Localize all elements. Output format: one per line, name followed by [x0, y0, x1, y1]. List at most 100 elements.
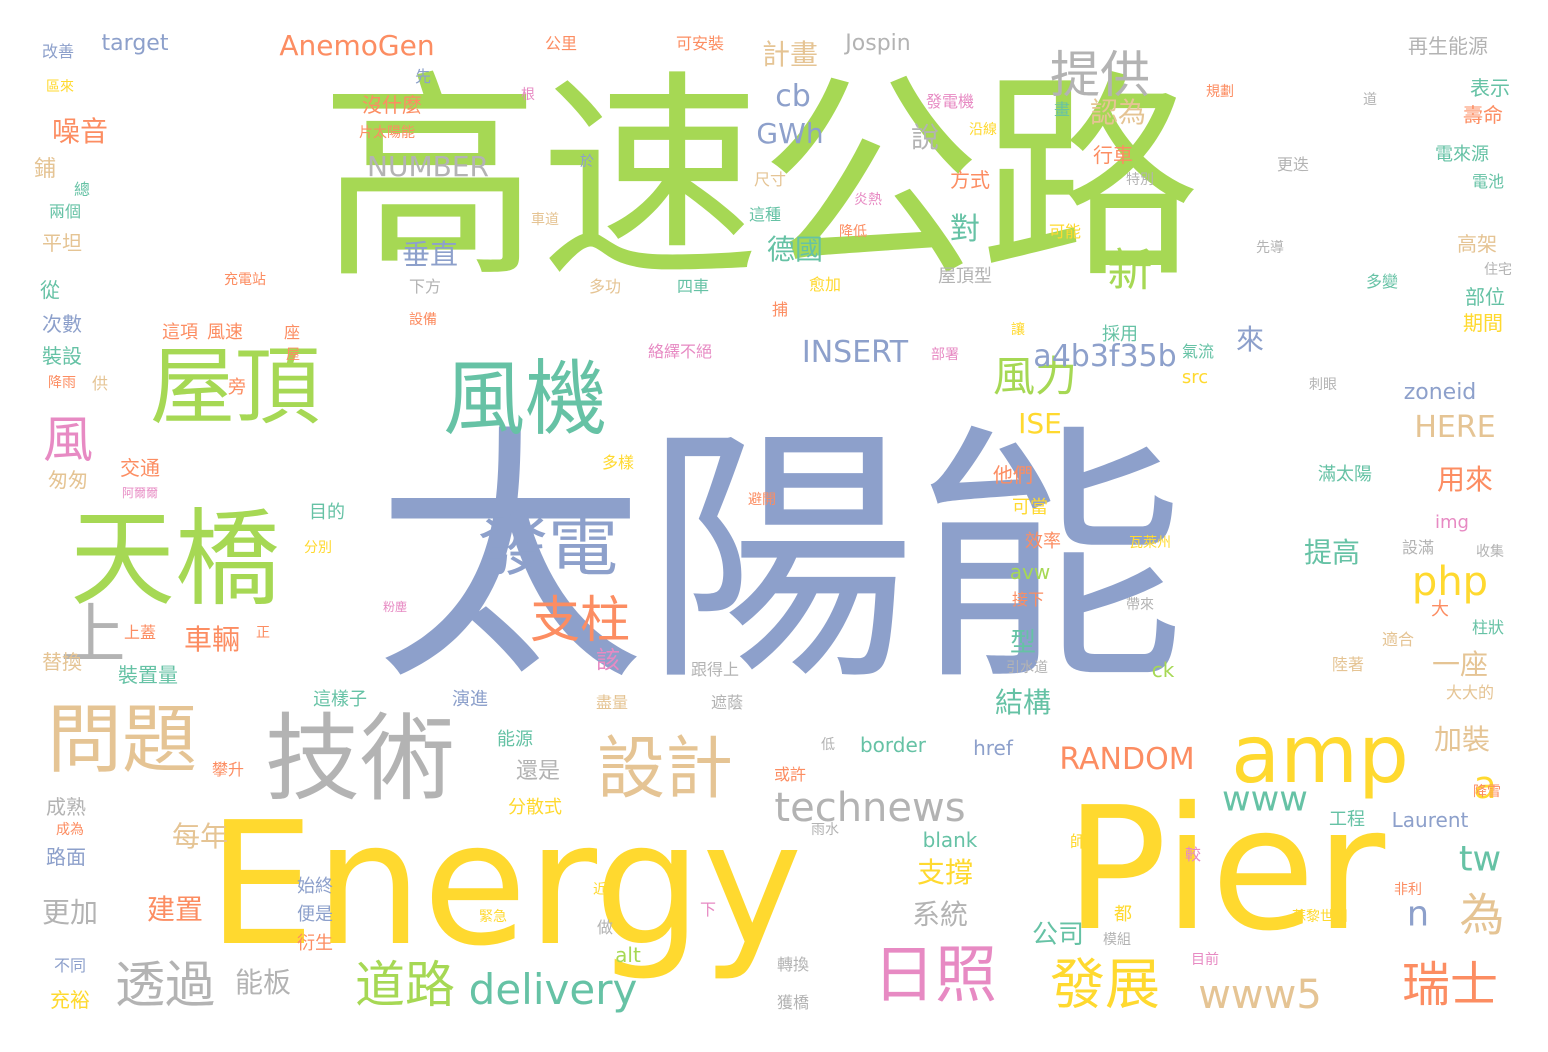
word-gengjia: 更加 [41, 896, 99, 929]
word-fazhan: 發展 [1049, 952, 1161, 1017]
word-genshangde: 跟得上 [690, 660, 740, 679]
word-chedao: 車道 [531, 212, 559, 228]
word-tigao: 提高 [1303, 536, 1361, 569]
word-rizhao: 日照 [872, 938, 998, 1011]
word-ck: ck [1151, 658, 1175, 682]
word-cheliang: 車輛 [183, 623, 241, 656]
word-yansheng: 衍生 [297, 933, 333, 954]
word-dailai: 帶來 [1126, 597, 1154, 613]
word-qijian: 期間 [1463, 311, 1503, 335]
word-shang: 上 [60, 597, 126, 673]
word-gaojia: 高架 [1457, 232, 1497, 256]
word-jiao: 較 [1184, 845, 1202, 864]
word-fengji: 風機 [442, 352, 608, 447]
word-gongsi: 公司 [1031, 920, 1085, 950]
word-fenchen: 粉塵 [382, 600, 408, 614]
word-tebie: 特別 [1126, 172, 1154, 188]
word-dui: 對 [950, 212, 980, 247]
word-jiaotong: 交通 [120, 456, 160, 480]
word-shanggai: 上蓋 [123, 623, 157, 642]
word-shouming: 壽命 [1463, 103, 1503, 127]
word-shouji: 收集 [1476, 544, 1504, 560]
word-duobian: 多變 [1365, 272, 1399, 291]
word-gong: 供 [91, 374, 109, 393]
word-zhuanhuan: 轉換 [776, 955, 810, 974]
word-luoyibujue: 絡繹不絕 [647, 342, 713, 361]
word-nengban: 能板 [234, 966, 292, 999]
word-qiliu: 氣流 [1181, 342, 1215, 361]
word-bianshi: 便是 [297, 904, 333, 925]
word-pingtan: 平坦 [42, 231, 82, 255]
word-n: n [1406, 894, 1430, 935]
word-jianzhi: 建置 [146, 893, 204, 926]
word-gwh: GWh [756, 117, 824, 150]
word-zaishengnengyuan: 再生能源 [1408, 34, 1488, 58]
word-fengsu: 風速 [207, 322, 243, 343]
word-cong: 從 [40, 278, 60, 302]
word-cb: cb [775, 79, 811, 114]
word-yushui: 雨水 [811, 822, 839, 838]
word-siche: 四車 [676, 277, 710, 296]
word-zuo: 做 [596, 918, 614, 937]
word-ciyan: 刺眼 [1309, 377, 1337, 393]
word-yanre: 炎熱 [854, 192, 882, 208]
word-xitong: 系統 [911, 898, 969, 931]
word-yanxian: 沿線 [969, 122, 997, 138]
word-fadian: 發電 [478, 504, 618, 586]
word-tigong: 提供 [1050, 46, 1150, 104]
word-zaoyin: 噪音 [51, 115, 109, 148]
word-lumian: 路面 [46, 845, 86, 869]
word-fenbie: 分別 [304, 540, 332, 556]
word-ruishi: 瑞士 [1401, 957, 1499, 1013]
word-amp: amp [1231, 708, 1409, 801]
word-pansheng: 攀升 [211, 760, 245, 779]
word-avw: avw [1009, 560, 1051, 584]
word-chengshu: 成熟 [46, 795, 86, 819]
word-fensanshi: 分散式 [508, 797, 562, 818]
word-cishu: 次數 [42, 312, 82, 336]
word-pu: 鋪 [33, 157, 57, 182]
word-gengdie: 更迭 [1276, 155, 1310, 174]
word-ise: ISE [1018, 407, 1062, 440]
word-bikai: 避開 [748, 492, 776, 508]
word-daolu: 道路 [355, 956, 455, 1014]
word-yizuo: 一座 [1431, 648, 1489, 681]
word-gongli: 公里 [544, 34, 578, 53]
word-jinliang: 盡量 [595, 693, 629, 712]
word-jiegou: 結構 [994, 686, 1052, 719]
word-xiafang: 下方 [408, 277, 442, 296]
word-lai: 來 [1235, 323, 1265, 356]
word-zhuzhai: 住宅 [1484, 262, 1512, 278]
word-jishu: 技術 [264, 704, 456, 815]
word-yu: 於 [580, 154, 594, 170]
word-www5: www5 [1198, 972, 1322, 1018]
word-duogong: 多功 [588, 277, 622, 296]
word-zhizhu: 支柱 [530, 591, 630, 649]
word-dou: 都 [1114, 904, 1132, 925]
word-walaizhou: 瓦萊州 [1129, 535, 1171, 551]
word-meishenme: 沒什麼 [362, 93, 422, 117]
word-tihuan: 替換 [42, 650, 82, 674]
word-dianchi: 電池 [1471, 172, 1505, 191]
word-renwei: 認為 [1089, 96, 1147, 129]
word-dao: 道 [1363, 92, 1377, 108]
word-here: HERE [1414, 410, 1496, 445]
word-random: RANDOM [1059, 742, 1195, 777]
word-zhezhong: 這種 [748, 205, 782, 224]
word-dianlaiyuan: 電來源 [1435, 144, 1489, 165]
word-energy: Energy [207, 786, 803, 984]
word-feng: 風 [43, 411, 93, 469]
word-yujia: 愈加 [808, 275, 842, 294]
word-img: img [1435, 512, 1469, 533]
word-huoqiao: 獲橋 [776, 993, 810, 1012]
word-mudi: 目的 [309, 502, 345, 523]
word-fengli: 風力 [992, 352, 1078, 401]
word-wenti: 問題 [46, 695, 198, 784]
word-butong: 不同 [53, 956, 87, 975]
word-mantaiyang: 滿太陽 [1318, 464, 1372, 485]
word-keneng: 可能 [1048, 222, 1082, 241]
word-pier: Pier [1064, 771, 1386, 969]
word-sheman: 設滿 [1401, 538, 1435, 557]
word-tianqiao: 天橋 [69, 498, 281, 621]
word-congcong: 匆匆 [48, 468, 88, 492]
